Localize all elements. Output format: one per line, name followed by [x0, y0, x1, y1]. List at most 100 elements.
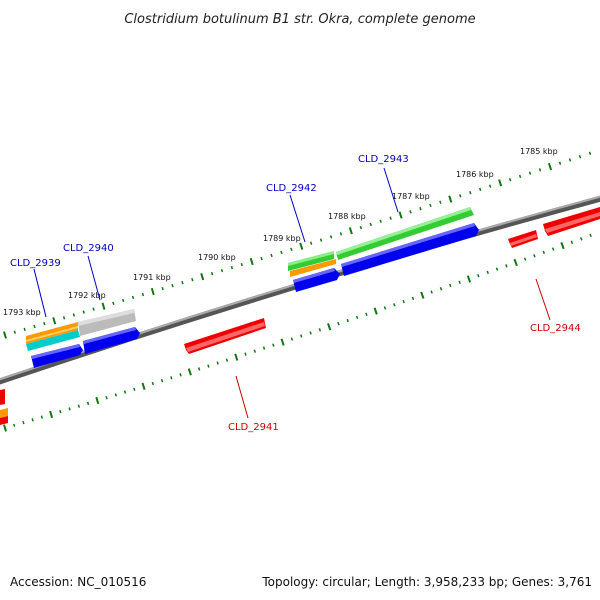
minor-tick — [439, 200, 442, 204]
minor-tick — [131, 295, 135, 300]
minor-tick — [13, 330, 17, 334]
minor-tick — [393, 303, 396, 307]
major-tick — [249, 257, 254, 266]
major-tick — [466, 275, 472, 283]
major-tick — [49, 410, 54, 419]
minor-tick — [346, 318, 349, 323]
minor-tick — [469, 190, 472, 195]
minor-tick — [568, 158, 572, 162]
gene-label-reverse[interactable]: CLD_2941 — [228, 422, 279, 433]
minor-tick — [505, 264, 508, 268]
minor-tick — [260, 256, 263, 261]
major-tick — [513, 258, 518, 267]
reverse-genes — [0, 207, 600, 425]
minor-tick — [197, 367, 201, 371]
minor-tick — [329, 235, 333, 239]
minor-tick — [92, 307, 95, 311]
minor-tick — [551, 247, 555, 251]
cds-highlight — [288, 251, 334, 266]
major-tick — [398, 211, 403, 219]
minor-tick — [495, 267, 499, 271]
minor-tick — [62, 316, 66, 320]
minor-tick — [220, 269, 224, 273]
gene-arrow-forward[interactable] — [83, 327, 140, 354]
minor-tick — [160, 378, 164, 383]
minor-tick — [133, 387, 136, 391]
minor-tick — [244, 352, 247, 356]
minor-tick — [33, 324, 36, 329]
minor-tick — [402, 299, 405, 304]
gene-labels: CLD_2939 CLD_2940 CLD_2942 CLD_2943 CLD_… — [10, 154, 581, 433]
minor-tick — [533, 254, 536, 258]
minor-tick — [411, 296, 415, 301]
minor-tick — [518, 174, 522, 179]
major-tick — [101, 302, 106, 310]
minor-tick — [319, 238, 323, 242]
minor-tick — [409, 210, 412, 214]
minor-tick — [337, 321, 340, 326]
gene-arrow-reverse[interactable] — [0, 389, 5, 405]
major-tick — [141, 382, 146, 390]
minor-tick — [589, 233, 592, 238]
minor-tick — [383, 306, 387, 310]
gene-arrow-reverse[interactable] — [0, 416, 8, 425]
minor-tick — [210, 272, 214, 276]
scale-label: 1790 kbp — [198, 253, 236, 262]
gene-label-forward[interactable]: CLD_2940 — [63, 243, 114, 254]
gene-arrow-forward[interactable] — [341, 223, 479, 276]
cds-highlight — [26, 326, 78, 342]
minor-tick — [253, 349, 257, 353]
major-tick — [560, 242, 565, 250]
minor-tick — [86, 401, 90, 406]
gene-highlight — [186, 322, 265, 352]
minor-tick — [477, 274, 480, 278]
minor-tick — [72, 313, 76, 317]
minor-tick — [151, 381, 155, 386]
accession-text: Accession: NC_010516 — [10, 575, 146, 589]
minor-tick — [290, 247, 293, 252]
minor-tick — [439, 287, 443, 291]
gene-label-forward[interactable]: CLD_2943 — [358, 154, 409, 165]
minor-tick — [318, 328, 322, 332]
gene-label-reverse[interactable]: CLD_2944 — [530, 323, 581, 334]
cds-feature-cyan[interactable] — [26, 330, 80, 351]
minor-tick — [31, 418, 34, 422]
gene-arrow-forward[interactable] — [293, 268, 340, 292]
minor-tick — [579, 237, 583, 241]
minor-tick — [230, 266, 234, 270]
scale-label: 1792 kbp — [68, 291, 106, 300]
major-tick — [3, 424, 7, 432]
scale-label: 1787 kbp — [392, 192, 430, 201]
minor-tick — [105, 396, 108, 400]
major-tick — [200, 273, 205, 281]
cds-feature-orange[interactable] — [0, 408, 8, 418]
gene-label-forward[interactable]: CLD_2939 — [10, 258, 61, 269]
major-tick — [52, 317, 57, 325]
major-tick — [420, 291, 425, 299]
minor-tick — [216, 361, 219, 365]
minor-tick — [458, 280, 461, 284]
major-tick — [448, 195, 453, 203]
outer-tick-ring — [3, 151, 592, 339]
minor-tick — [272, 343, 275, 347]
minor-tick — [359, 225, 363, 230]
minor-tick — [179, 373, 182, 377]
scale-label: 1788 kbp — [328, 212, 366, 221]
gene-label-forward[interactable]: CLD_2942 — [266, 183, 317, 194]
label-leaders — [33, 167, 551, 419]
minor-tick — [542, 250, 546, 255]
minor-tick — [82, 310, 85, 314]
gene-arrow-forward[interactable] — [31, 344, 83, 368]
gene-highlight — [83, 327, 136, 344]
minor-tick — [240, 262, 243, 267]
minor-tick — [339, 232, 343, 236]
major-tick — [3, 331, 7, 339]
cds-feature-orange[interactable] — [290, 259, 336, 277]
major-tick — [348, 227, 353, 235]
scale-label: 1786 kbp — [456, 170, 494, 179]
major-tick — [373, 307, 378, 315]
major-tick — [327, 323, 332, 331]
minor-tick — [486, 270, 489, 275]
minor-tick — [488, 184, 492, 188]
